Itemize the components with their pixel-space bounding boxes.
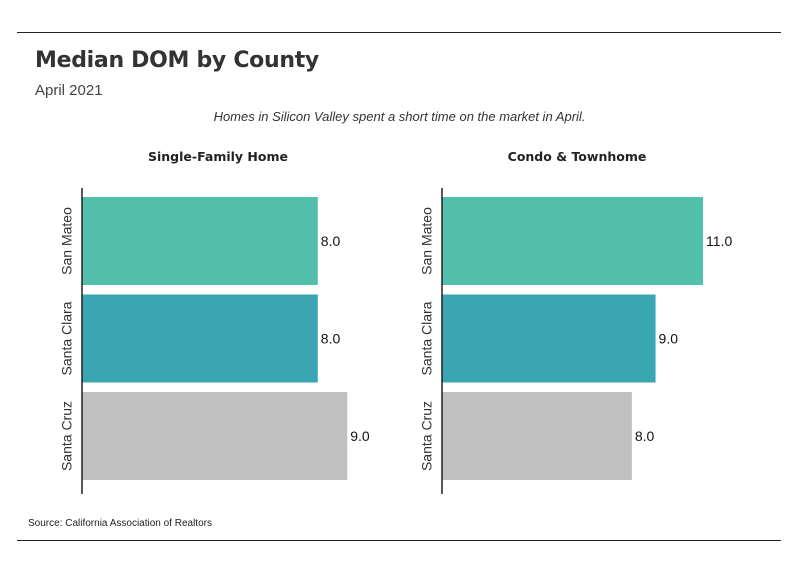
value-label-santa-cruz: 8.0 [635, 428, 655, 444]
value-label-santa-clara: 9.0 [659, 331, 679, 347]
value-label-santa-clara: 8.0 [321, 331, 341, 347]
panel-title: Single-Family Home [148, 149, 288, 164]
bar-santa-cruz [82, 392, 348, 480]
bar-san-mateo [82, 197, 318, 285]
category-label-santa-clara: Santa Clara [419, 301, 435, 375]
category-label-san-mateo: San Mateo [419, 207, 435, 275]
bottom-rule [17, 540, 781, 541]
source-note: Source: California Association of Realto… [28, 518, 212, 529]
panel-title: Condo & Townhome [508, 149, 647, 164]
value-label-santa-cruz: 9.0 [350, 428, 370, 444]
top-rule [17, 32, 781, 33]
bar-santa-cruz [442, 392, 632, 480]
bar-san-mateo [442, 197, 704, 285]
category-label-san-mateo: San Mateo [59, 207, 75, 275]
chart-title: Median DOM by County [35, 48, 319, 73]
value-label-san-mateo: 11.0 [706, 233, 732, 249]
chart-caption: Homes in Silicon Valley spent a short ti… [213, 109, 586, 124]
chart-subtitle: April 2021 [35, 82, 103, 99]
bar-santa-clara [442, 294, 656, 383]
value-label-san-mateo: 8.0 [321, 233, 341, 249]
category-label-santa-clara: Santa Clara [59, 301, 75, 375]
bar-santa-clara [82, 294, 318, 383]
category-label-santa-cruz: Santa Cruz [419, 401, 435, 471]
category-label-santa-cruz: Santa Cruz [59, 401, 75, 471]
